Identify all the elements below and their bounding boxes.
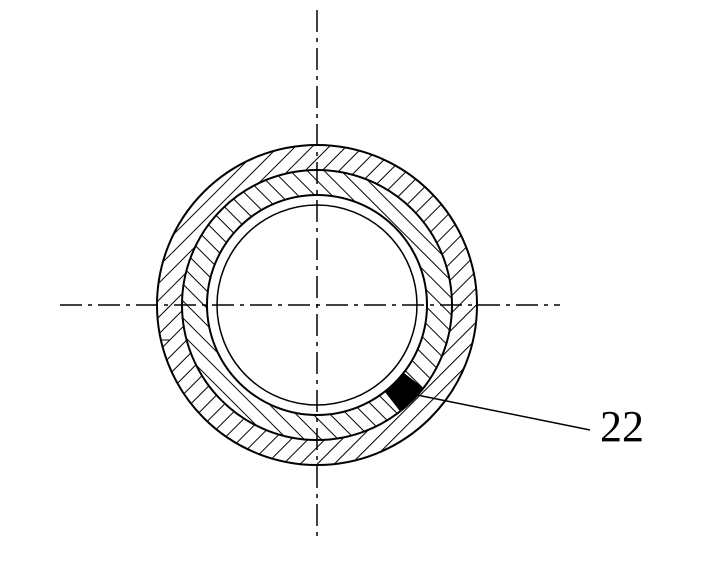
callout-leader <box>417 395 590 430</box>
diagram-canvas <box>0 0 708 565</box>
callout-label-22: 22 <box>600 401 644 452</box>
